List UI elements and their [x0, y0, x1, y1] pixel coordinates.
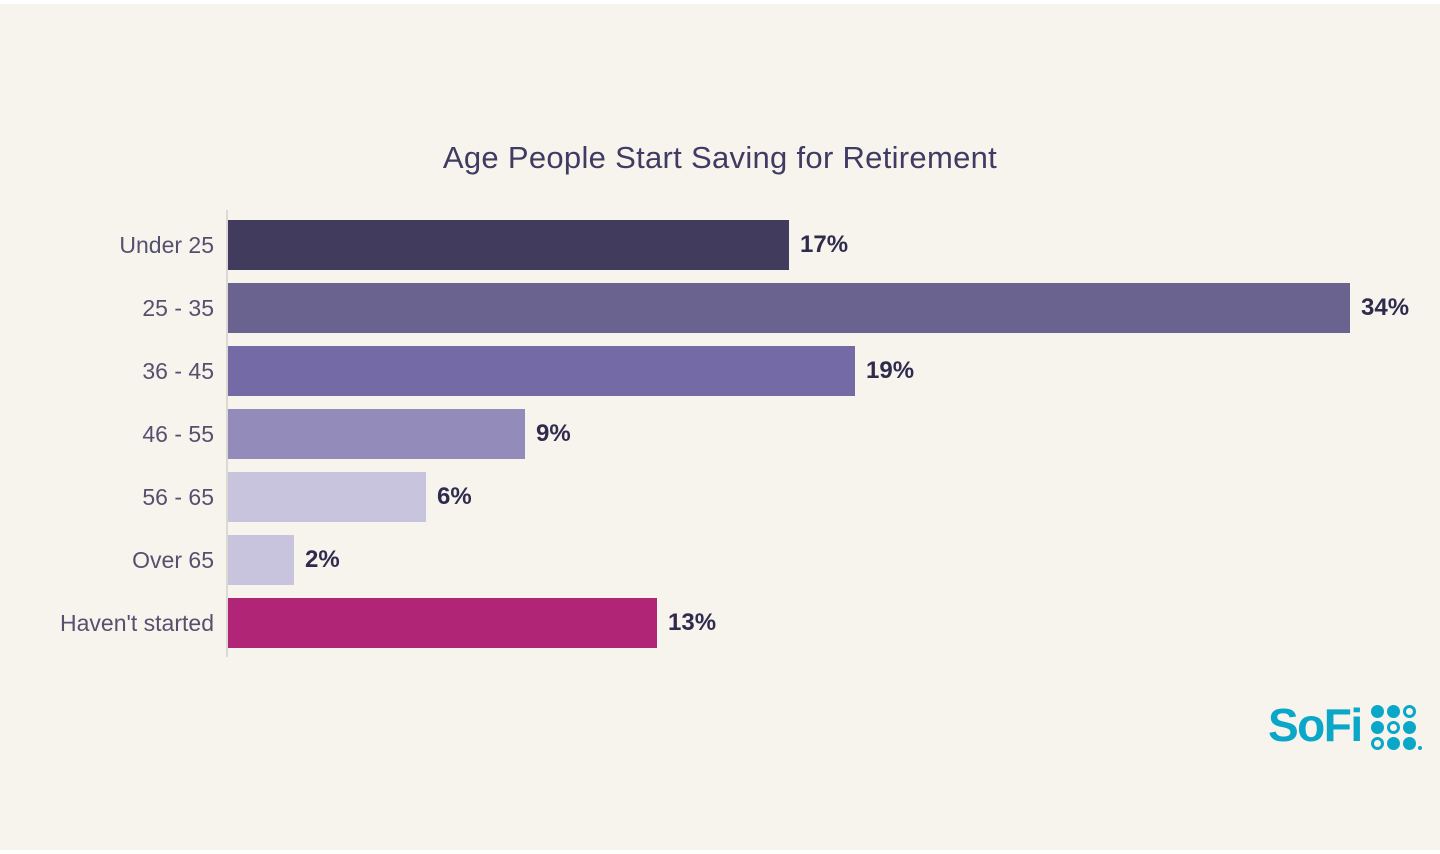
- category-label: 56 - 65: [142, 483, 214, 510]
- bar: [228, 283, 1350, 333]
- chart-row: Over 65 2%: [0, 535, 1440, 585]
- logo-dot-filled-icon: [1386, 737, 1400, 750]
- chart-row: Under 25 17%: [0, 220, 1440, 270]
- trademark-dot-icon: [1417, 746, 1422, 750]
- value-label: 6%: [437, 483, 472, 510]
- bar: [228, 409, 525, 459]
- logo-dot-filled-icon: [1370, 705, 1384, 718]
- category-label: Under 25: [119, 231, 214, 258]
- logo-dot-ring-icon: [1386, 721, 1400, 734]
- value-label: 13%: [668, 609, 717, 636]
- category-label: Over 65: [132, 546, 214, 573]
- value-label: 9%: [536, 420, 571, 447]
- chart-title: Age People Start Saving for Retirement: [442, 139, 998, 175]
- sofi-wordmark: SoFi: [1268, 699, 1363, 751]
- category-label: 46 - 55: [142, 420, 214, 447]
- bar: [228, 472, 426, 522]
- sofi-logo-dots-icon: [1370, 705, 1422, 750]
- chart-row: 46 - 55 9%: [0, 409, 1440, 459]
- value-label: 2%: [305, 546, 340, 573]
- category-label: 36 - 45: [142, 357, 214, 384]
- logo-dot-filled-icon: [1402, 737, 1416, 750]
- logo-dot-filled-icon: [1402, 721, 1416, 734]
- y-axis-line: [226, 210, 228, 657]
- bar-chart: Under 25 17% 25 - 35 34% 36 - 45 19% 46 …: [0, 210, 1440, 657]
- logo-dot-filled-icon: [1370, 721, 1384, 734]
- sofi-logo: SoFi: [1268, 699, 1422, 751]
- logo-dot-ring-icon: [1370, 737, 1384, 750]
- chart-row: 25 - 35 34%: [0, 283, 1440, 333]
- value-label: 19%: [866, 357, 915, 384]
- bar: [228, 220, 789, 270]
- value-label: 17%: [800, 231, 849, 258]
- chart-row: 36 - 45 19%: [0, 346, 1440, 396]
- value-label: 34%: [1361, 294, 1410, 321]
- chart-row: Haven't started 13%: [0, 598, 1440, 648]
- category-label: Haven't started: [60, 609, 214, 636]
- logo-dot-filled-icon: [1386, 705, 1400, 718]
- bottom-border: [0, 850, 1440, 854]
- bar: [228, 346, 855, 396]
- bar: [228, 598, 657, 648]
- logo-dot-ring-icon: [1402, 705, 1416, 718]
- bar: [228, 535, 294, 585]
- top-border: [0, 0, 1440, 4]
- category-label: 25 - 35: [142, 294, 214, 321]
- chart-row: 56 - 65 6%: [0, 472, 1440, 522]
